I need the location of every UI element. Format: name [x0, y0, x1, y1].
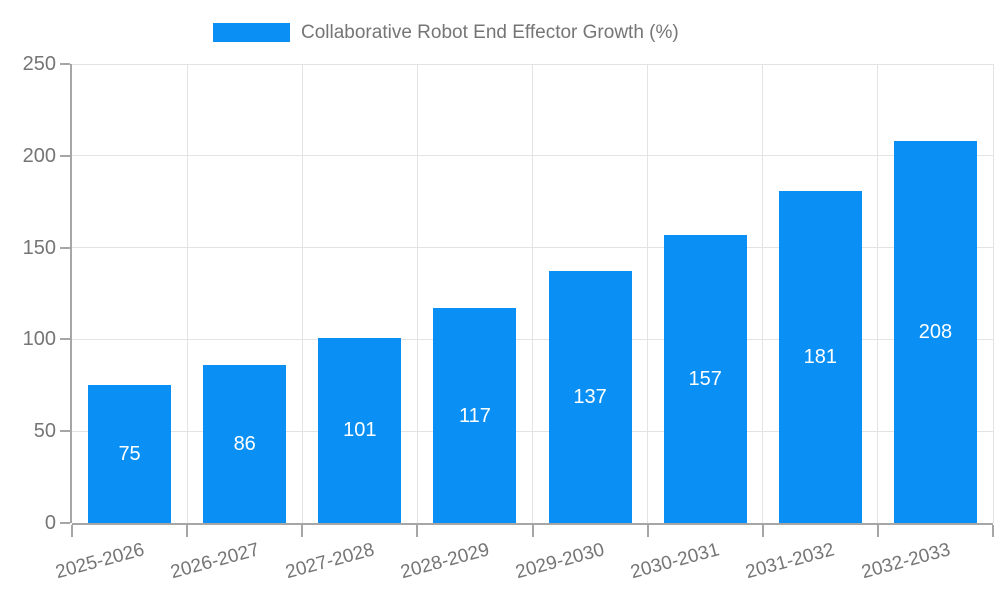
y-axis-tick-label: 100 [22, 328, 56, 351]
bar-value-label: 86 [233, 433, 256, 456]
x-axis-category-label: 2025-2026 [53, 539, 147, 584]
x-axis-category-label: 2032-2033 [858, 539, 953, 584]
bar: 101 [318, 337, 402, 523]
y-axis-tick [60, 338, 70, 341]
gridline-vertical [762, 64, 764, 523]
gridline-vertical [877, 64, 879, 523]
y-axis-tick [60, 522, 70, 524]
x-axis-tick [992, 525, 994, 537]
x-axis-tick [761, 525, 764, 537]
gridline-vertical [186, 64, 188, 523]
y-axis-tick [60, 430, 70, 433]
x-axis-tick [531, 525, 534, 537]
bar: 208 [893, 141, 977, 523]
bar-value-label: 75 [118, 443, 141, 466]
bar: 157 [663, 234, 747, 523]
gridline-vertical [992, 64, 994, 523]
x-axis-tick [416, 525, 419, 537]
y-axis-tick [60, 63, 70, 65]
legend-swatch [213, 23, 290, 42]
x-axis-tick [71, 525, 73, 537]
gridline-vertical [647, 64, 649, 523]
bar: 181 [778, 190, 862, 523]
x-axis-category-label: 2029-2030 [513, 539, 607, 584]
y-axis-line [70, 64, 72, 523]
x-axis-category-label: 2027-2028 [283, 539, 377, 584]
x-axis-tick [646, 525, 649, 537]
y-axis-tick-label: 50 [33, 420, 56, 443]
bar-value-label: 117 [458, 404, 491, 427]
x-axis-tick [876, 525, 879, 537]
bar-value-label: 137 [573, 386, 607, 409]
y-axis-tick [60, 154, 70, 157]
y-axis-tick-label: 150 [22, 236, 56, 259]
x-axis-line [72, 523, 993, 525]
y-axis-tick-label: 250 [22, 53, 56, 75]
bar: 86 [203, 365, 287, 523]
x-axis-tick [186, 525, 189, 537]
y-axis-tick [60, 246, 70, 249]
legend-label: Collaborative Robot End Effector Growth … [301, 22, 679, 43]
gridline-vertical [532, 64, 533, 523]
chart-legend[interactable]: Collaborative Robot End Effector Growth … [213, 22, 679, 43]
bar: 137 [548, 271, 632, 523]
x-axis-category-label: 2028-2029 [398, 539, 492, 584]
gridline-vertical [416, 64, 418, 523]
x-axis-category-label: 2026-2027 [168, 539, 262, 584]
x-axis-category-label: 2031-2032 [743, 539, 838, 584]
bar-value-label: 208 [918, 321, 953, 344]
bar-value-label: 101 [343, 419, 377, 442]
bar-value-label: 181 [803, 345, 837, 368]
gridline-vertical [301, 64, 303, 523]
y-axis-tick-label: 0 [44, 512, 56, 534]
y-axis-tick-label: 200 [22, 144, 56, 167]
x-axis-tick [301, 525, 304, 537]
bar-value-label: 157 [688, 367, 722, 390]
bar: 75 [88, 385, 172, 523]
x-axis-category-label: 2030-2031 [628, 539, 722, 584]
bar: 117 [433, 308, 517, 523]
